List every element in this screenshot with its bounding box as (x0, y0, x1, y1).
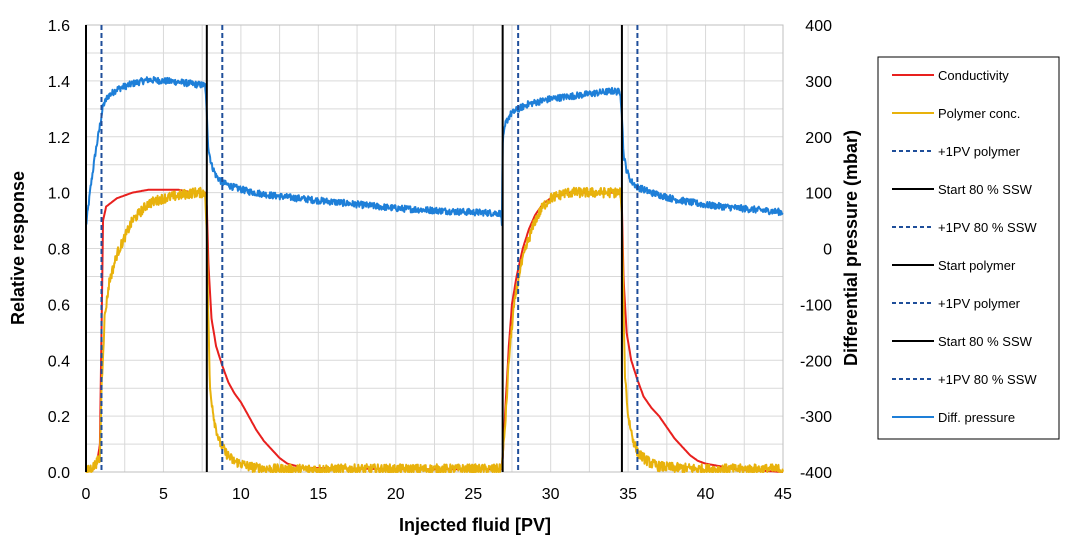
y-tick-label: 0.6 (48, 297, 70, 314)
legend-entry: Polymer conc. (938, 106, 1020, 121)
x-tick-label: 45 (774, 486, 792, 503)
series-layer (85, 76, 784, 473)
series-line-polymer-conc (85, 186, 784, 473)
x-tick-label: 0 (82, 486, 91, 503)
y2-tick-label: -100 (800, 297, 832, 314)
x-axis-title: Injected fluid [PV] (399, 515, 551, 535)
y-tick-label: 1.2 (48, 130, 70, 147)
x-tick-label: 35 (619, 486, 637, 503)
series-line-diff-pressure (85, 76, 784, 227)
legend-entry: +1PV polymer (938, 296, 1021, 311)
y-tick-label: 1.4 (48, 74, 70, 91)
x-tick-label: 20 (387, 486, 405, 503)
y2-tick-label: 400 (805, 18, 832, 35)
vertical-markers (85, 25, 639, 472)
y2-tick-label: 200 (805, 130, 832, 147)
x-axis-ticks: 0 5 10 15 20 25 30 35 40 45 (82, 486, 792, 503)
legend-entry: Start polymer (938, 258, 1016, 273)
y-tick-label: 0.2 (48, 409, 70, 426)
y2-axis-title: Differential pressure (mbar) (841, 130, 861, 366)
y-tick-label: 0.4 (48, 353, 70, 370)
legend-box (877, 56, 1060, 440)
legend-entry: Start 80 % SSW (938, 334, 1033, 349)
y-tick-label: 1.6 (48, 18, 70, 35)
y2-tick-label: -200 (800, 353, 832, 370)
x-tick-label: 30 (542, 486, 560, 503)
y2-tick-label: -400 (800, 465, 832, 482)
legend-entry: Diff. pressure (938, 410, 1015, 425)
y2-tick-label: 100 (805, 186, 832, 203)
x-tick-label: 10 (232, 486, 250, 503)
legend-entry: +1PV 80 % SSW (938, 220, 1037, 235)
x-tick-label: 15 (309, 486, 327, 503)
x-tick-label: 25 (464, 486, 482, 503)
y2-tick-label: -300 (800, 409, 832, 426)
x-tick-label: 5 (159, 486, 168, 503)
legend-entry: Conductivity (938, 68, 1009, 83)
x-tick-label: 40 (697, 486, 715, 503)
y2-tick-label: 0 (823, 242, 832, 259)
y-axis-ticks: 0.0 0.2 0.4 0.6 0.8 1.0 1.2 1.4 1.6 (48, 18, 70, 482)
legend-entry: +1PV polymer (938, 144, 1021, 159)
y-tick-label: 0.0 (48, 465, 70, 482)
y-axis-title: Relative response (8, 171, 28, 325)
legend: Conductivity Polymer conc. +1PV polymer Sta… (877, 56, 1060, 440)
y-tick-label: 1.0 (48, 186, 70, 203)
legend-entry: +1PV 80 % SSW (938, 372, 1037, 387)
y2-axis-ticks: -400 -300 -200 -100 0 100 200 300 400 (800, 18, 832, 482)
y2-tick-label: 300 (805, 74, 832, 91)
legend-entry: Start 80 % SSW (938, 182, 1033, 197)
y-tick-label: 0.8 (48, 242, 70, 259)
